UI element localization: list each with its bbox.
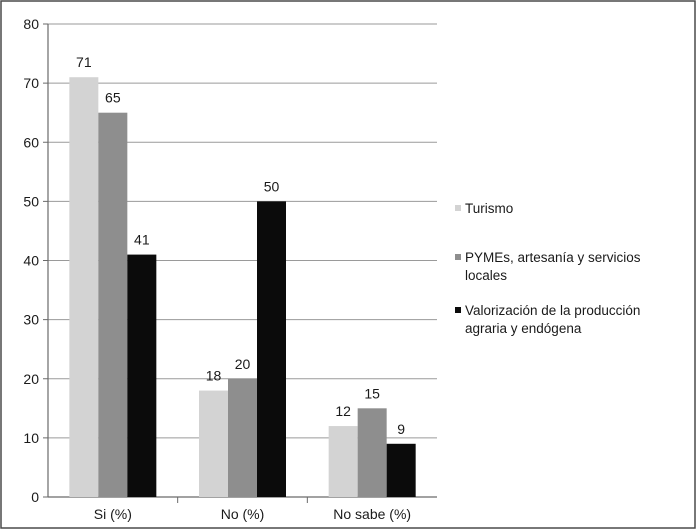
- legend-label: locales: [465, 268, 507, 283]
- x-tick-label: No sabe (%): [333, 506, 411, 522]
- legend-label: agraria y endógena: [465, 321, 582, 336]
- bar: [228, 378, 257, 497]
- data-label: 20: [235, 356, 251, 372]
- bar: [257, 201, 286, 497]
- bar: [328, 426, 358, 497]
- data-label: 71: [76, 54, 92, 70]
- data-label: 15: [364, 385, 380, 401]
- bar: [386, 443, 416, 497]
- legend-swatch: [455, 254, 461, 260]
- y-tick-label: 70: [23, 75, 39, 91]
- legend-swatch: [455, 307, 461, 313]
- legend-label: Turismo: [465, 201, 513, 216]
- y-tick-label: 0: [31, 489, 39, 505]
- legend-label: PYMEs, artesanía y servicios: [465, 250, 641, 265]
- bar: [199, 390, 228, 497]
- data-labels: 71 65 41 18 20 50 12 15 9: [76, 54, 405, 437]
- bar: [357, 408, 387, 497]
- x-tick-label: No (%): [221, 506, 265, 522]
- y-tick-label: 60: [23, 134, 39, 150]
- bar: [127, 254, 157, 497]
- data-label: 9: [397, 421, 405, 437]
- bar: [98, 112, 128, 497]
- data-label: 41: [134, 232, 150, 248]
- data-label: 12: [335, 403, 351, 419]
- legend-label: Valorización de la producción: [465, 303, 640, 318]
- y-tick-label: 50: [23, 193, 39, 209]
- x-tick-label: Si (%): [94, 506, 132, 522]
- legend: Turismo PYMEs, artesanía y servicios local…: [455, 201, 641, 336]
- data-label: 50: [264, 178, 280, 194]
- legend-swatch: [455, 205, 461, 211]
- data-label: 65: [105, 90, 121, 106]
- data-label: 18: [206, 368, 222, 384]
- y-tick-label: 10: [23, 430, 39, 446]
- y-tick-label: 30: [23, 312, 39, 328]
- bar: [69, 77, 99, 498]
- y-tick-label: 80: [23, 16, 39, 32]
- bars: [69, 77, 416, 498]
- y-tick-label: 40: [23, 253, 39, 269]
- y-tick-label: 20: [23, 371, 39, 387]
